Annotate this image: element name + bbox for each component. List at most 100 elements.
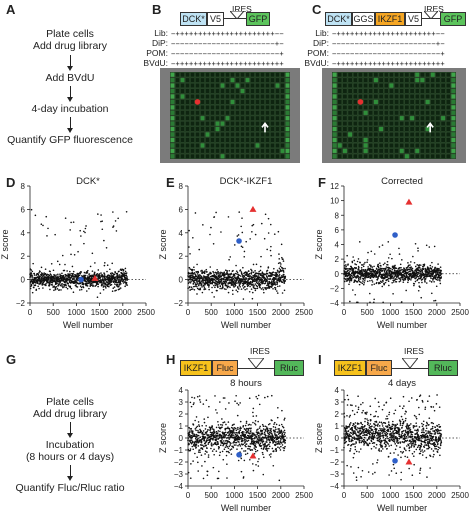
plate-well	[337, 88, 342, 94]
plate-well	[265, 143, 270, 148]
data-point	[188, 246, 190, 248]
plate-well	[235, 126, 240, 132]
plate-well	[373, 99, 379, 105]
data-point	[248, 272, 251, 275]
data-point	[244, 285, 246, 288]
data-point	[118, 276, 121, 279]
data-point	[217, 283, 219, 286]
data-point	[262, 440, 265, 443]
data-point	[363, 280, 366, 282]
plate-well	[170, 83, 175, 88]
plate-well	[185, 126, 190, 132]
y-tick-label: 6	[21, 205, 26, 214]
data-point	[189, 449, 192, 452]
data-point	[115, 278, 117, 280]
data-point	[254, 289, 257, 292]
data-point	[245, 429, 247, 432]
data-point	[226, 286, 229, 289]
plate-well	[230, 72, 235, 78]
plate-well	[394, 83, 399, 88]
data-point	[255, 446, 257, 449]
plate-well	[451, 72, 456, 78]
plate-well	[446, 121, 451, 127]
plate-well	[270, 88, 275, 94]
data-point	[432, 279, 434, 281]
plate-well	[384, 77, 389, 83]
data-point	[266, 279, 268, 282]
data-point	[378, 246, 381, 248]
plate-well	[430, 77, 435, 83]
plate-well	[384, 104, 389, 110]
data-point	[243, 450, 245, 452]
data-point	[278, 267, 281, 270]
plate-well	[210, 132, 215, 137]
plate-well	[440, 104, 446, 110]
data-point	[59, 273, 61, 275]
data-point	[106, 264, 109, 267]
plate-well	[180, 77, 185, 83]
plate-well	[378, 143, 384, 148]
data-point	[284, 279, 287, 282]
data-point	[60, 289, 62, 291]
data-point	[190, 278, 192, 281]
data-point	[114, 220, 117, 222]
data-point	[271, 273, 274, 276]
row-signs: −++++++++++++++++++++++−−	[171, 30, 284, 38]
data-point	[251, 271, 253, 273]
plate-well	[368, 99, 373, 105]
data-point	[215, 273, 218, 275]
data-point	[398, 280, 401, 283]
data-point	[196, 440, 199, 443]
plate-well	[425, 137, 430, 143]
data-point	[409, 264, 411, 266]
data-point	[68, 280, 71, 282]
data-point	[390, 277, 393, 279]
plate-well	[332, 94, 337, 99]
data-point	[236, 402, 238, 405]
plate-well	[394, 153, 399, 159]
data-point	[362, 280, 364, 282]
x-tick-label: 2000	[114, 308, 132, 317]
data-point	[233, 432, 236, 434]
data-point	[368, 273, 371, 276]
data-point	[370, 265, 372, 268]
y-tick-label: −3	[174, 470, 184, 479]
data-point	[392, 267, 395, 270]
data-point	[258, 458, 260, 460]
data-point	[57, 275, 59, 277]
data-point	[195, 436, 198, 438]
data-point	[430, 277, 432, 280]
data-point	[207, 456, 210, 458]
data-point	[246, 273, 249, 276]
data-point	[190, 280, 192, 283]
data-point	[375, 281, 378, 284]
data-point	[348, 281, 351, 283]
data-point	[255, 263, 258, 266]
data-point	[232, 432, 235, 434]
plate-well	[210, 72, 215, 78]
plate-well	[399, 77, 404, 83]
plate-well	[220, 137, 225, 143]
data-point	[278, 275, 280, 277]
plate-well	[215, 121, 220, 127]
data-point	[96, 275, 98, 277]
data-point	[216, 289, 218, 292]
flow-arrow-icon	[67, 117, 73, 133]
plate-well	[399, 121, 404, 127]
data-point	[212, 466, 215, 469]
plate-well	[399, 99, 404, 105]
data-point	[188, 266, 191, 269]
data-point	[274, 282, 276, 285]
plate-well	[220, 88, 225, 94]
data-point	[251, 297, 254, 300]
data-point	[379, 262, 381, 264]
data-point	[47, 227, 49, 230]
data-point	[261, 287, 264, 289]
data-point	[266, 439, 268, 441]
data-point	[244, 436, 246, 439]
data-point	[212, 428, 215, 431]
data-point	[413, 284, 415, 287]
data-point	[397, 270, 400, 273]
data-point	[187, 287, 189, 289]
data-point	[224, 431, 227, 434]
